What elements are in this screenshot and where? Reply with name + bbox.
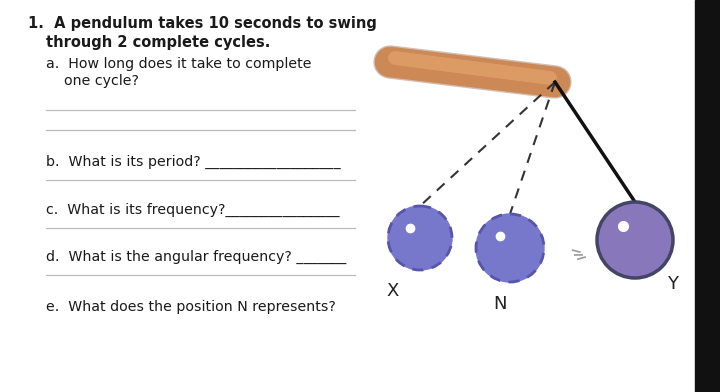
Text: one cycle?: one cycle? xyxy=(64,74,139,88)
Text: e.  What does the position N represents?: e. What does the position N represents? xyxy=(46,300,336,314)
Text: N: N xyxy=(493,295,507,313)
Circle shape xyxy=(388,206,452,270)
Text: 1.  A pendulum takes 10 seconds to swing: 1. A pendulum takes 10 seconds to swing xyxy=(28,16,377,31)
Text: a.  How long does it take to complete: a. How long does it take to complete xyxy=(46,57,312,71)
Text: d.  What is the angular frequency? _______: d. What is the angular frequency? ______… xyxy=(46,250,346,264)
Text: b.  What is its period? ___________________: b. What is its period? _________________… xyxy=(46,155,341,169)
Text: c.  What is its frequency?________________: c. What is its frequency?_______________… xyxy=(46,203,340,217)
Bar xyxy=(695,0,720,392)
Circle shape xyxy=(476,214,544,282)
Text: X: X xyxy=(387,282,399,300)
Circle shape xyxy=(597,202,673,278)
Text: Y: Y xyxy=(667,275,678,293)
Text: through 2 complete cycles.: through 2 complete cycles. xyxy=(46,35,271,50)
